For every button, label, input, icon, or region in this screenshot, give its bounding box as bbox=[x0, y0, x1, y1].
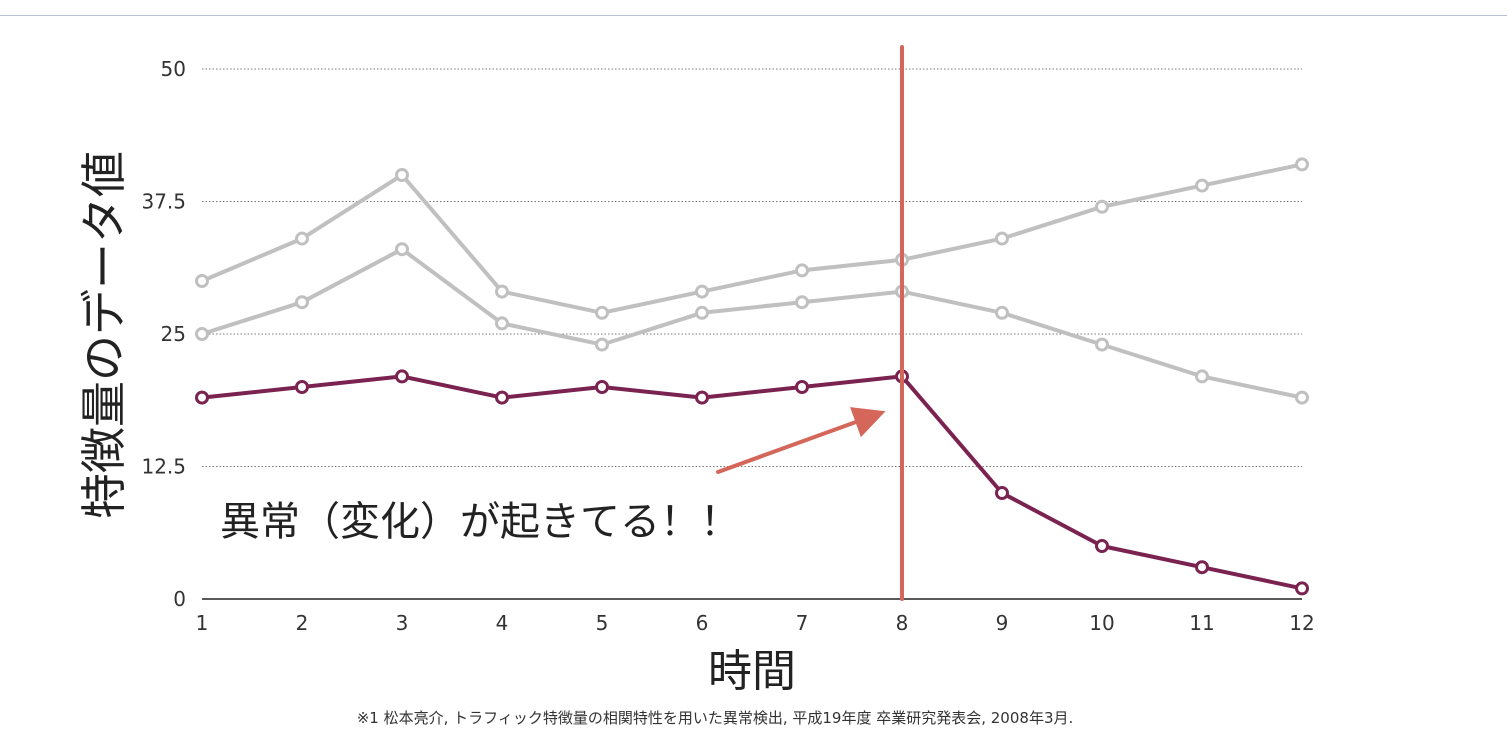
data-point bbox=[1095, 539, 1109, 553]
data-point bbox=[1295, 157, 1309, 172]
y-axis-title: 特徴量のデータ値 bbox=[77, 151, 131, 519]
x-tick-label: 3 bbox=[396, 611, 409, 635]
series-line bbox=[200, 162, 1304, 315]
data-point bbox=[395, 242, 409, 257]
series-3 bbox=[195, 369, 1309, 596]
x-axis-title: 時間 bbox=[708, 646, 796, 697]
data-point bbox=[295, 231, 309, 246]
data-point bbox=[495, 284, 509, 299]
x-tick-label: 6 bbox=[696, 611, 709, 635]
annotation-arrow bbox=[716, 407, 886, 474]
data-point bbox=[395, 369, 409, 384]
data-point bbox=[1095, 337, 1109, 352]
y-tick-label: 12.5 bbox=[141, 455, 186, 479]
x-tick-label: 4 bbox=[496, 611, 509, 635]
series-2 bbox=[195, 242, 1309, 405]
data-point bbox=[1195, 369, 1209, 384]
y-tick-labels: 0 12.5 25 37.5 50 bbox=[141, 57, 186, 611]
data-point bbox=[395, 168, 409, 182]
y-tick-label: 0 bbox=[173, 587, 186, 611]
data-point bbox=[695, 390, 709, 405]
data-point bbox=[1295, 581, 1309, 596]
data-point bbox=[995, 231, 1009, 246]
data-point bbox=[1195, 178, 1209, 193]
x-tick-label: 5 bbox=[596, 611, 609, 635]
x-tick-label: 9 bbox=[996, 611, 1009, 635]
data-point bbox=[595, 305, 609, 320]
y-tick-label: 37.5 bbox=[141, 190, 186, 214]
data-point bbox=[495, 390, 509, 405]
data-point bbox=[195, 274, 209, 288]
x-tick-label: 1 bbox=[196, 611, 209, 635]
x-tick-label: 11 bbox=[1189, 611, 1214, 635]
data-point bbox=[995, 305, 1009, 320]
y-tick-label: 25 bbox=[161, 322, 186, 346]
x-tick-label: 12 bbox=[1289, 611, 1314, 635]
annotation-text: 異常（変化）が起きてる！！ bbox=[220, 499, 740, 545]
x-tick-label: 7 bbox=[796, 611, 809, 635]
data-point bbox=[595, 380, 609, 394]
series-line bbox=[200, 374, 1304, 591]
data-point bbox=[795, 295, 809, 310]
x-tick-label: 10 bbox=[1089, 611, 1114, 635]
data-point bbox=[295, 380, 309, 394]
data-point bbox=[195, 390, 209, 405]
data-point bbox=[695, 284, 709, 299]
x-tick-labels: 1 2 3 4 5 6 7 8 9 10 11 12 bbox=[196, 611, 1315, 635]
data-point bbox=[1295, 390, 1309, 405]
series-1 bbox=[195, 157, 1309, 320]
data-point bbox=[495, 316, 509, 331]
series-line bbox=[200, 247, 1304, 400]
data-point bbox=[295, 295, 309, 310]
data-point bbox=[995, 486, 1009, 500]
y-tick-label: 50 bbox=[161, 57, 186, 81]
series-lines bbox=[195, 157, 1309, 596]
citation-footnote: ※1 松本亮介, トラフィック特徴量の相関特性を用いた異常検出, 平成19年度 … bbox=[356, 709, 1074, 727]
gridlines bbox=[202, 68, 1302, 600]
data-point bbox=[1095, 199, 1109, 214]
data-point bbox=[195, 327, 209, 341]
x-tick-label: 2 bbox=[296, 611, 309, 635]
data-point bbox=[1195, 560, 1209, 575]
top-divider bbox=[0, 15, 1507, 16]
data-point bbox=[795, 380, 809, 394]
data-point bbox=[595, 337, 609, 352]
data-point bbox=[695, 305, 709, 320]
x-tick-label: 8 bbox=[896, 611, 909, 635]
data-point bbox=[795, 263, 809, 278]
